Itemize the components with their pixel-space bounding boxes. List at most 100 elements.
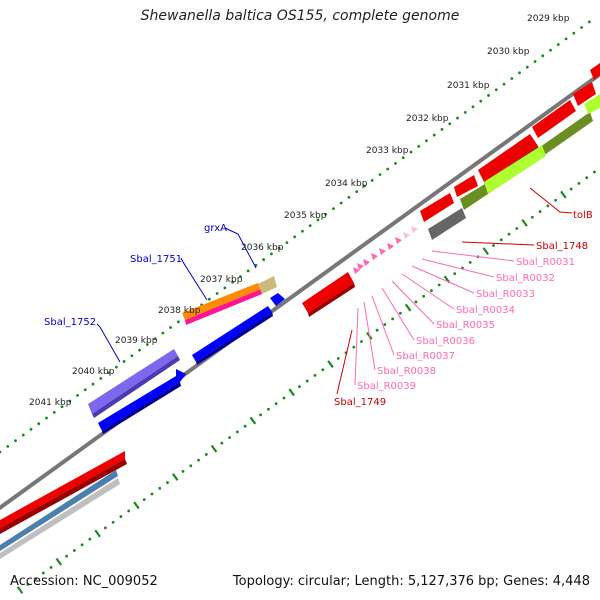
ring-dot: [99, 377, 103, 380]
ring-dot: [417, 144, 421, 148]
ring-major-tick: [521, 218, 528, 227]
ring-dot: [65, 554, 68, 558]
label-rna[interactable]: Sbal_R0032: [496, 273, 555, 284]
label-rna[interactable]: Sbal_R0036: [416, 336, 475, 347]
label-rna[interactable]: Sbal_R0037: [396, 351, 455, 362]
rna-marker[interactable]: [353, 267, 360, 274]
ring-dot: [538, 210, 542, 213]
ring-dot: [246, 269, 250, 273]
ring-dot: [107, 371, 110, 375]
ring-dot: [103, 526, 107, 530]
feature-red-outer[interactable]: [0, 451, 127, 534]
ring-dot: [259, 413, 263, 417]
ring-dot: [153, 337, 157, 341]
feature-olive[interactable]: [460, 112, 593, 210]
ring-dot: [430, 289, 433, 293]
ring-dot: [530, 215, 534, 219]
ring-dot: [375, 328, 379, 332]
ring-dot: [352, 345, 356, 349]
label-grxA[interactable]: grxA: [204, 223, 227, 234]
label-rna[interactable]: Sbal_R0039: [357, 381, 416, 392]
feature-orange[interactable]: [182, 283, 261, 320]
ring-dot: [282, 396, 286, 400]
label-rna[interactable]: Sbal_R0031: [516, 257, 575, 268]
ring-dot: [189, 464, 193, 468]
rna-marker[interactable]: [387, 243, 394, 250]
ring-dot: [554, 198, 558, 202]
label-sbal1748[interactable]: Sbal_1748: [536, 241, 588, 252]
rna-marker[interactable]: [379, 248, 386, 255]
ring-dot: [6, 444, 10, 448]
feature-tolB-lime[interactable]: [484, 94, 600, 194]
rna-marker[interactable]: [371, 253, 378, 260]
ring-dot: [414, 300, 418, 304]
ring-dot: [386, 167, 390, 171]
ring-dot: [68, 399, 72, 403]
rna-marker[interactable]: [403, 232, 410, 239]
label-rna[interactable]: Sbal_R0033: [476, 289, 535, 300]
ring-dot: [370, 178, 374, 182]
feature-blue-upper[interactable]: [192, 306, 273, 365]
ring-major-tick: [249, 416, 257, 425]
ring-dot: [391, 317, 395, 321]
feature-sbal1748-darkgray[interactable]: [428, 208, 466, 240]
label-rna[interactable]: Sbal_R0035: [436, 320, 495, 331]
ring-dot: [564, 37, 568, 41]
ring-dot: [468, 261, 472, 264]
feature-blue-small-arrow[interactable]: [270, 293, 285, 306]
ring-dot: [572, 31, 576, 35]
ring-dot: [355, 190, 359, 194]
ring-dot: [277, 246, 281, 250]
ring-dot: [238, 275, 242, 278]
label-tolB[interactable]: tolB: [573, 210, 593, 221]
ring-dot: [546, 204, 550, 208]
ring-major-tick: [133, 501, 140, 510]
ring-dot: [41, 571, 45, 575]
ring-dot: [270, 252, 273, 256]
feature-sbal1749-red[interactable]: [302, 272, 355, 317]
ring-dot: [585, 176, 589, 180]
ring-dot: [479, 99, 483, 103]
label-sbal1751[interactable]: Sbal_1751: [130, 254, 182, 265]
ring-dot: [507, 232, 511, 236]
feature-grxA-tan[interactable]: [258, 276, 277, 294]
ring-dot: [45, 416, 48, 420]
ring-dot: [422, 294, 426, 298]
feature-magenta[interactable]: [185, 289, 262, 325]
rna-markers[interactable]: [353, 226, 418, 274]
ring-dot: [158, 486, 162, 490]
rna-marker[interactable]: [357, 263, 364, 270]
ring-dot: [587, 20, 591, 24]
tick-label: 2037 kbp: [200, 275, 243, 285]
ring-dot: [127, 509, 131, 513]
ring-dot: [499, 238, 503, 242]
label-rna[interactable]: Sbal_R0038: [377, 366, 436, 377]
label-rna[interactable]: Sbal_R0034: [456, 305, 515, 316]
label-sbal1752[interactable]: Sbal_1752: [44, 317, 96, 328]
ring-dot: [130, 354, 134, 358]
ring-dot: [14, 439, 17, 443]
leader-lines: [96, 187, 573, 395]
ring-dot: [197, 458, 200, 462]
rna-marker[interactable]: [363, 259, 370, 266]
ring-dot: [316, 218, 320, 222]
rna-marker[interactable]: [411, 226, 418, 233]
ring-dot: [593, 170, 596, 174]
tick-label: 2039 kbp: [115, 336, 158, 346]
label-sbal1749[interactable]: Sbal_1749: [334, 397, 386, 408]
ring-dot: [169, 326, 172, 329]
ring-dot: [440, 128, 444, 131]
feature-steelblue[interactable]: [0, 470, 118, 551]
feature-blue-lower[interactable]: [98, 369, 186, 434]
leader-rna: [391, 280, 435, 325]
feature-sbal1752-purple[interactable]: [88, 349, 180, 418]
rna-marker[interactable]: [395, 237, 402, 244]
ring-dot: [298, 385, 301, 389]
ring-dot: [347, 195, 351, 199]
tick-label: 2040 kbp: [72, 367, 115, 377]
ring-dot: [580, 26, 583, 29]
tick-label: 2030 kbp: [487, 47, 530, 57]
ring-major-tick: [327, 360, 334, 368]
ring-major-tick: [16, 586, 24, 594]
feature-lightgray[interactable]: [0, 478, 120, 559]
